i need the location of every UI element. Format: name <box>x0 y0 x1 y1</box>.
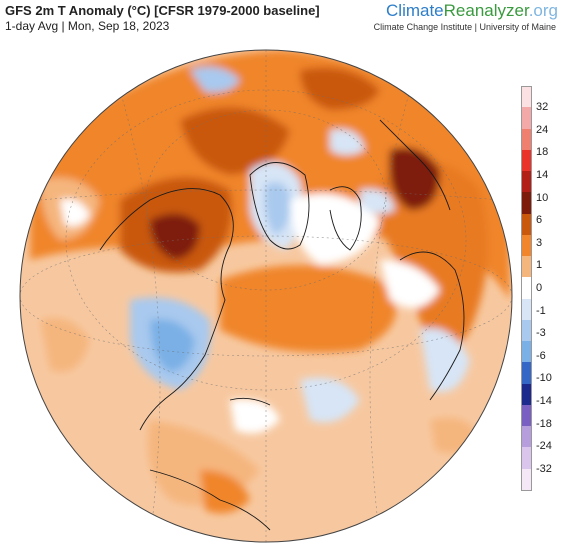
legend-label: -32 <box>536 462 552 475</box>
brand-part-climate: Climate <box>386 1 444 20</box>
coastlines <box>99 119 465 531</box>
legend-swatch <box>521 362 532 384</box>
legend-swatch <box>521 277 532 299</box>
brand-tagline: Climate Change Institute | University of… <box>373 22 556 32</box>
color-legend: 32 24 18 14 10 6 3 1 0 -1 -3 -6 -10 -14 -18 -24 -32 <box>518 86 562 491</box>
legend-swatch <box>521 319 532 342</box>
legend-swatch <box>521 404 532 427</box>
legend-swatch <box>521 468 532 491</box>
legend-swatch <box>521 192 532 214</box>
legend-swatch <box>521 447 532 469</box>
legend-label: -24 <box>536 440 552 453</box>
legend-label: -18 <box>536 417 552 430</box>
globe-outline <box>19 49 513 543</box>
legend-label: 0 <box>536 282 543 294</box>
legend-label: -6 <box>536 349 546 362</box>
legend-label: 10 <box>536 191 549 204</box>
legend-swatch <box>521 107 532 129</box>
legend-label: -14 <box>536 394 552 407</box>
legend-swatch <box>521 341 532 363</box>
legend-label: -10 <box>536 372 552 385</box>
map-title: GFS 2m T Anomaly (°C) [CFSR 1979-2000 ba… <box>5 3 320 18</box>
legend-swatch <box>521 298 532 320</box>
legend-label: 6 <box>536 214 543 227</box>
legend-swatch <box>521 149 532 172</box>
legend-label: 14 <box>536 169 549 182</box>
legend-label: 3 <box>536 236 543 249</box>
map-subtitle: 1-day Avg | Mon, Sep 18, 2023 <box>5 19 170 33</box>
brand-part-reanalyzer: Reanalyzer <box>443 1 529 20</box>
legend-swatch <box>521 213 532 235</box>
brand-logo[interactable]: ClimateReanalyzer.org <box>386 1 558 21</box>
legend-swatch <box>521 426 532 448</box>
legend-label: 24 <box>536 123 549 136</box>
legend-label: 1 <box>536 259 543 272</box>
graticule <box>20 50 512 542</box>
legend-label: 18 <box>536 146 549 159</box>
legend-swatch <box>521 383 532 405</box>
anomaly-field <box>20 50 512 542</box>
legend-swatch <box>521 234 532 257</box>
legend-swatch <box>521 256 532 278</box>
legend-swatch <box>521 171 532 193</box>
legend-swatch <box>521 128 532 150</box>
legend-swatch <box>521 86 532 109</box>
legend-label: 32 <box>536 101 549 114</box>
legend-label: -1 <box>536 304 546 317</box>
brand-part-org: .org <box>528 1 558 20</box>
legend-label: -3 <box>536 327 546 340</box>
